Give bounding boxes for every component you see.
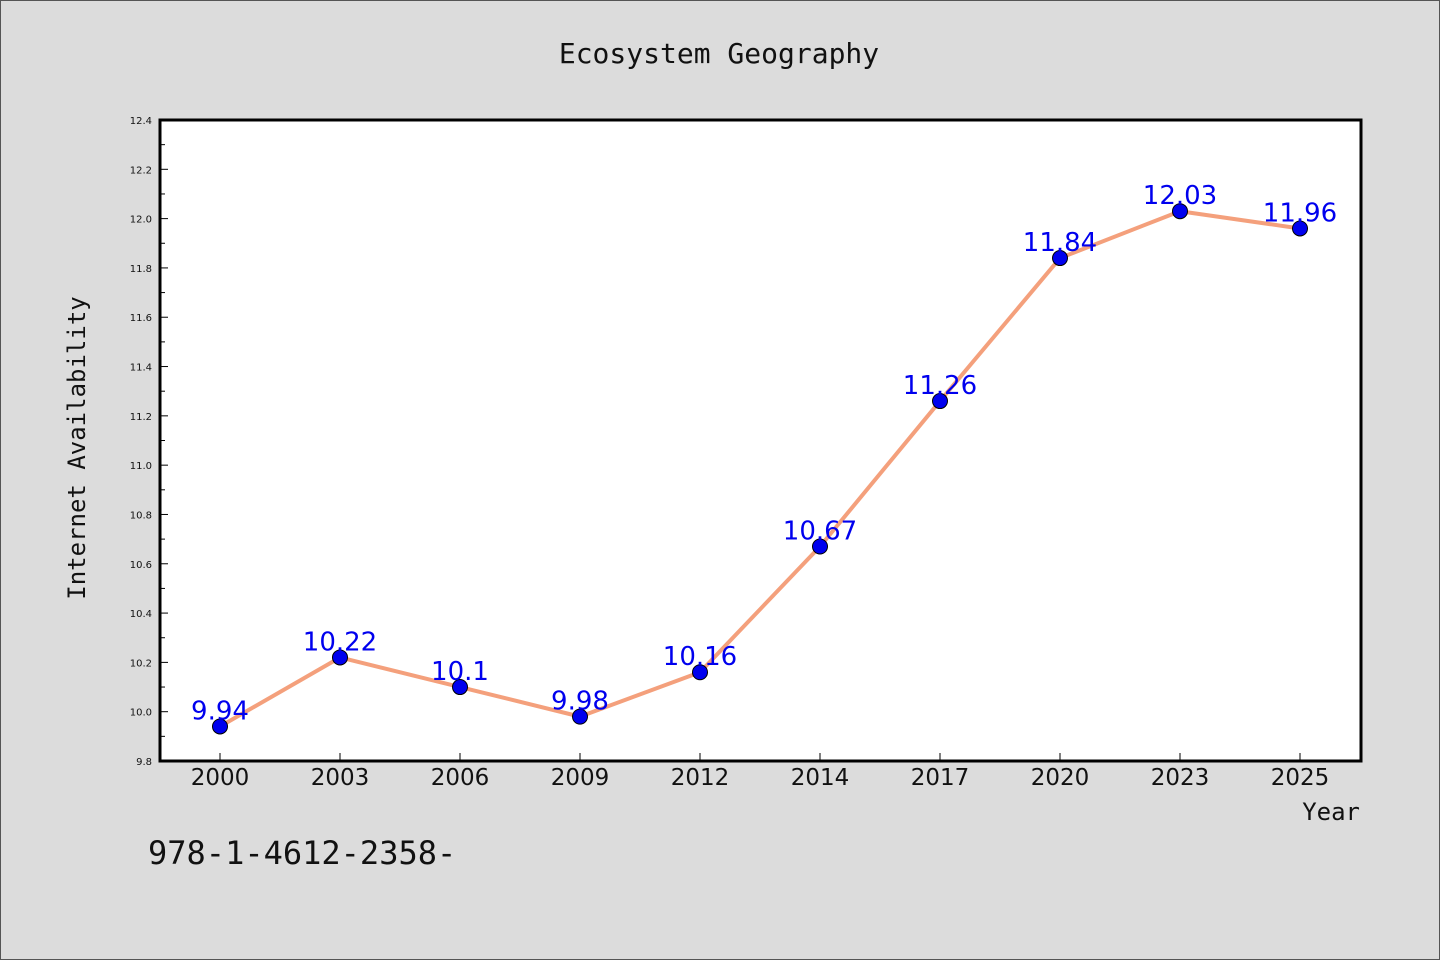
data-point: [452, 679, 468, 696]
data-point: [1052, 250, 1068, 267]
data-label: 9.94: [191, 696, 249, 726]
x-tick-label: 2023: [1151, 765, 1210, 791]
data-point: [812, 538, 828, 555]
y-tick-label: 10.4: [130, 609, 152, 620]
x-tick-label: 2020: [1031, 765, 1090, 791]
series-points: [212, 203, 1308, 735]
x-tick-label: 2009: [551, 765, 610, 791]
y-axis-ticks: 9.8 10.0 10.2 10.4 10.6 10.8 11.0 11.2 11.4 11.6 1…: [130, 116, 168, 768]
data-point: [692, 664, 708, 681]
y-tick-label: 11.2: [130, 412, 152, 423]
y-axis-label: Internet Availability: [63, 296, 91, 599]
y-tick-label: 10.8: [130, 510, 152, 521]
data-point: [1172, 203, 1188, 220]
data-label: 10.16: [663, 642, 737, 672]
y-tick-label: 11.4: [130, 363, 152, 374]
series-line: [219, 209, 1301, 729]
data-point: [932, 393, 948, 410]
x-tick-label: 2012: [671, 765, 730, 791]
x-tick-label: 2025: [1271, 765, 1330, 791]
y-tick-label: 9.8: [136, 757, 152, 768]
data-label: 11.84: [1023, 228, 1097, 258]
data-label: 10.22: [303, 627, 377, 657]
y-tick-label: 11.8: [130, 264, 152, 275]
data-label: 11.26: [903, 371, 977, 401]
x-tick-label: 2000: [191, 765, 250, 791]
y-tick-label: 10.6: [130, 560, 152, 571]
x-tick-label: 2006: [431, 765, 490, 791]
data-label: 9.98: [551, 687, 609, 717]
y-tick-label: 11.6: [130, 313, 152, 324]
data-labels: 9.94 10.22 10.1 9.98 10.16 10.67 11.26 11.84 12.…: [191, 181, 1337, 726]
x-axis-label: Year: [1302, 798, 1360, 826]
y-tick-label: 10.2: [130, 658, 152, 669]
y-tick-label: 12.2: [130, 165, 152, 176]
x-axis-ticks: 2000 2003 2006 2009 2012 2014 2017 2020 2023 2025: [191, 753, 1330, 791]
y-tick-label: 11.0: [130, 461, 152, 472]
data-point: [572, 708, 588, 725]
x-tick-label: 2014: [791, 765, 850, 791]
data-label: 10.1: [431, 657, 489, 687]
footer-note: 978-1-4612-2358-: [148, 834, 456, 872]
data-point: [332, 649, 348, 666]
plot-area: [158, 118, 1363, 763]
x-tick-label: 2017: [911, 765, 970, 791]
chart-title: Ecosystem Geography: [559, 37, 879, 70]
data-point: [1292, 220, 1308, 237]
y-tick-label: 12.0: [130, 215, 152, 226]
data-label: 12.03: [1143, 181, 1217, 211]
y-tick-label: 10.0: [130, 708, 152, 719]
data-point: [212, 718, 228, 735]
data-label: 10.67: [783, 517, 857, 547]
data-label: 11.96: [1263, 198, 1337, 228]
series-polyline: [219, 209, 1301, 729]
x-tick-label: 2003: [311, 765, 370, 791]
y-tick-label: 12.4: [130, 116, 152, 127]
